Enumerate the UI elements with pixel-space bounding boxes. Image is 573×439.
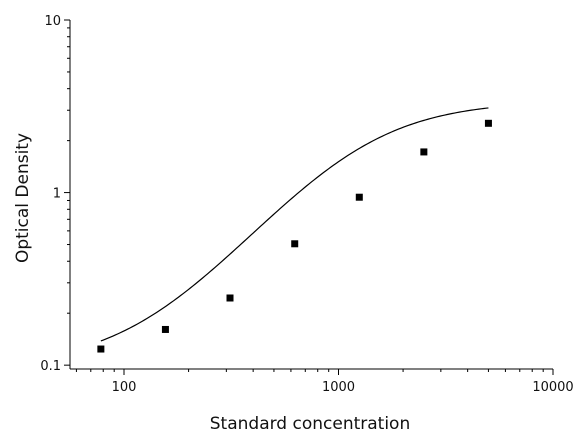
data-point — [227, 294, 234, 301]
data-points — [97, 120, 492, 353]
y-axis-title: Optical Density — [13, 133, 33, 263]
data-point — [485, 120, 492, 127]
y-axis-ticks: 0.1 1 10 — [40, 14, 70, 374]
y-tick-label: 0.1 — [40, 359, 61, 374]
fit-curve — [101, 108, 489, 341]
data-point — [291, 240, 298, 247]
data-point — [162, 326, 169, 333]
y-tick-label: 1 — [53, 187, 61, 202]
x-tick-label: 1000 — [322, 380, 355, 395]
plot-area: 0.1 1 10 100 1000 10000 — [40, 14, 573, 395]
x-axis-ticks: 100 1000 10000 — [76, 369, 573, 395]
x-tick-label: 100 — [112, 380, 137, 395]
data-point — [356, 194, 363, 201]
x-axis-title: Standard concentration — [210, 414, 410, 434]
data-point — [420, 148, 427, 155]
y-tick-label: 10 — [44, 14, 61, 29]
x-tick-label: 10000 — [532, 380, 573, 395]
data-point — [97, 346, 104, 353]
